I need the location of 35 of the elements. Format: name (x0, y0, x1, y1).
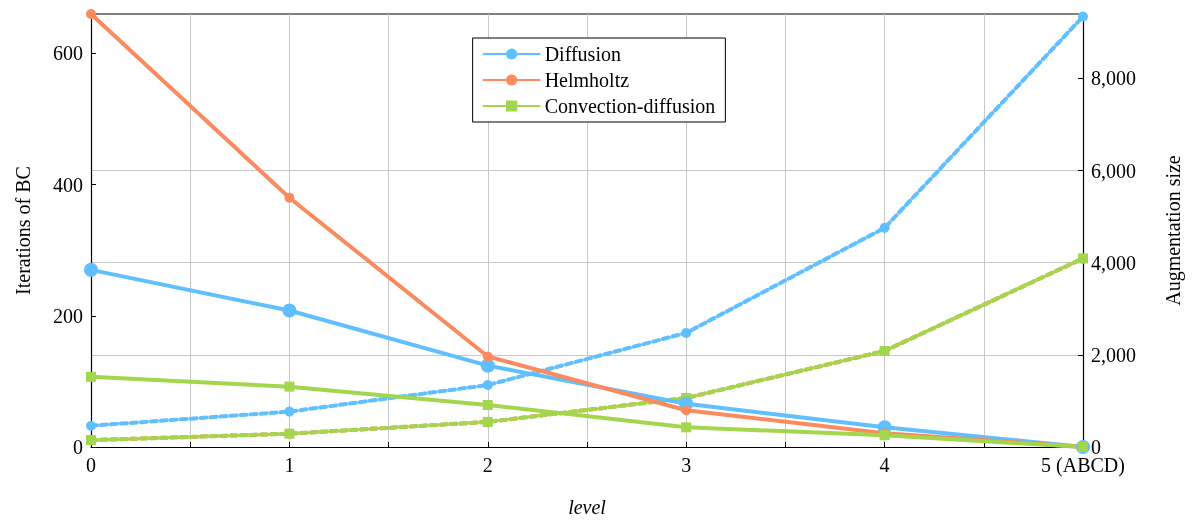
point (681, 405, 692, 416)
point (284, 381, 295, 392)
point (681, 422, 692, 433)
y-tick-label: 400 (53, 173, 83, 196)
point (482, 400, 493, 411)
legend-label: Convection-diffusion (544, 95, 716, 117)
y-axis-title: Iterations of BC (12, 166, 34, 295)
y2-tick-label: 4,000 (1091, 251, 1136, 274)
legend-label: Helmholtz (544, 69, 630, 91)
y-tick-label: 0 (73, 436, 83, 458)
x-tick-label: 4 (879, 454, 890, 476)
y-tick-label: 200 (53, 304, 83, 327)
y2-tick-label: 6,000 (1091, 159, 1136, 182)
point (480, 358, 495, 373)
point (681, 327, 692, 338)
point (879, 222, 890, 233)
point (84, 262, 98, 277)
point (86, 9, 96, 19)
y-tick-label: 600 (53, 42, 83, 65)
point (284, 406, 295, 417)
legend-label: Diffusion (544, 43, 621, 65)
point (1078, 11, 1088, 22)
y2-tick-label: 2,000 (1091, 343, 1136, 366)
point (284, 192, 295, 203)
point (86, 371, 96, 382)
x-axis-title: level (568, 496, 607, 518)
point (282, 303, 297, 318)
point (482, 380, 493, 390)
x-tick-label: 3 (681, 454, 692, 476)
y2-tick-label: 8,000 (1091, 67, 1136, 90)
point (86, 420, 96, 431)
y2-axis-title: Augmentation size (1162, 155, 1185, 306)
point (482, 351, 493, 362)
x-tick-label: 1 (284, 454, 295, 476)
x-tick-label: 2 (482, 454, 493, 476)
